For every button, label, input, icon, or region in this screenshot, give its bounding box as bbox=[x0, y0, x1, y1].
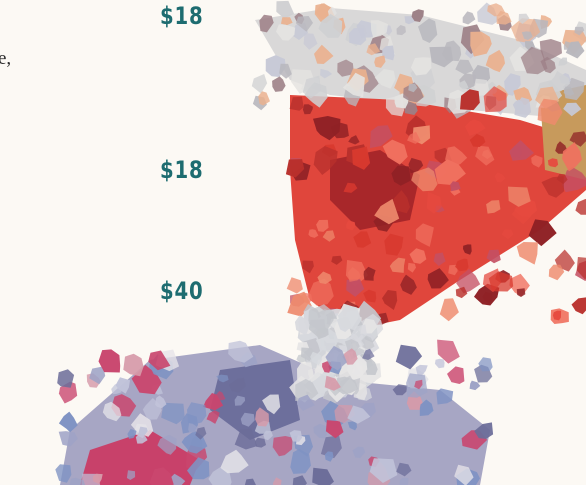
mosaic-cell bbox=[272, 76, 286, 92]
mosaic-illustration bbox=[0, 0, 586, 485]
price: $40 bbox=[160, 277, 204, 305]
mosaic-cell bbox=[416, 365, 428, 376]
mosaic-cell bbox=[517, 288, 526, 297]
mosaic-cell bbox=[258, 91, 270, 105]
page: e, $18 $18 $40 (() => { const data = JSO… bbox=[0, 0, 586, 485]
mosaic-cell bbox=[572, 297, 586, 314]
price: $18 bbox=[160, 156, 204, 184]
mosaic-cell bbox=[447, 366, 464, 384]
mosaic-cell bbox=[463, 11, 476, 24]
mosaic-cell bbox=[123, 354, 143, 377]
mosaic-cell bbox=[575, 199, 586, 215]
mosaic-cell bbox=[252, 74, 267, 94]
mosaic-cell bbox=[517, 242, 538, 265]
mosaic-cell bbox=[553, 311, 561, 321]
text-fragment: e, bbox=[0, 48, 11, 70]
price: $18 bbox=[160, 2, 204, 30]
mosaic-cell bbox=[287, 277, 303, 293]
mosaic-cell bbox=[435, 359, 445, 368]
mosaic-cell bbox=[396, 345, 422, 370]
mosaic-cell bbox=[440, 298, 459, 321]
